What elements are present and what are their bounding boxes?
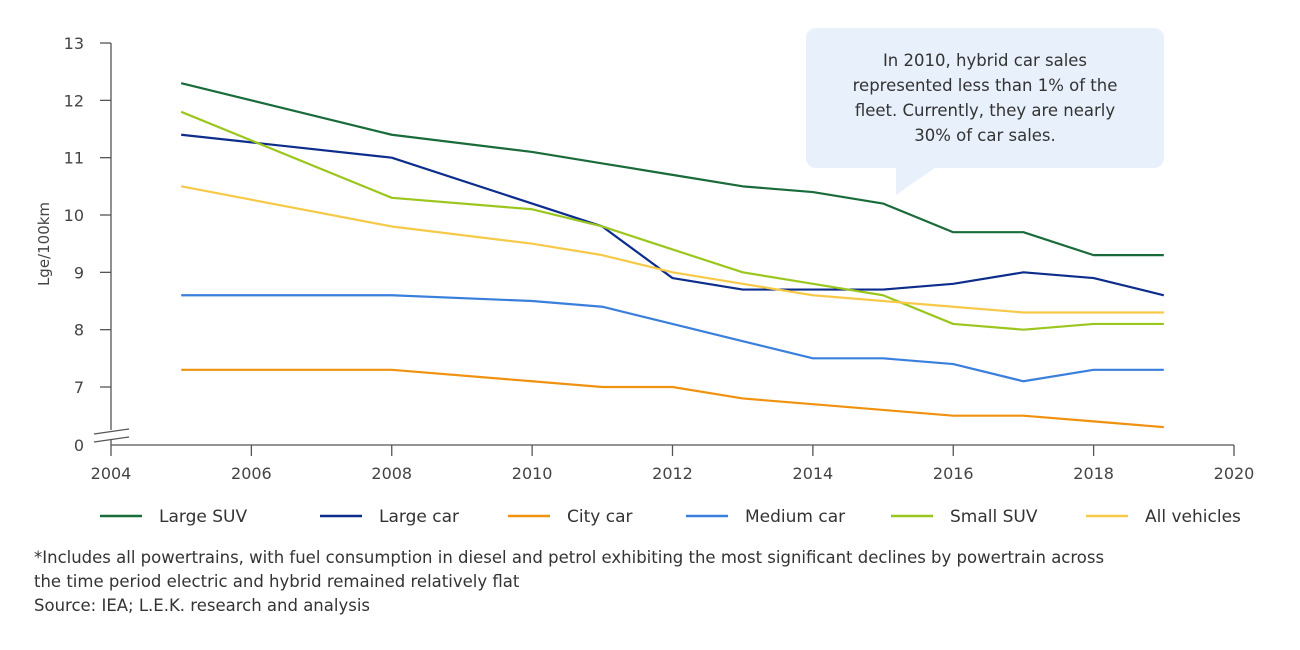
x-tick-label: 2018 [1073,464,1114,483]
legend: Large SUV Large car City car Medium car Smal… [100,507,1241,527]
series-lines [180,82,1165,429]
x-tick-label: 2008 [371,464,412,483]
axis-break-mark [93,436,130,443]
y-axis-label: Lge/100km [35,202,53,286]
x-tick-label: 2010 [512,464,553,483]
x-tick-label: 2006 [231,464,272,483]
y-tick-label: 8 [74,321,84,340]
annotation-line: In 2010, hybrid car sales [882,51,1088,70]
legend-label: All vehicles [1145,507,1241,527]
x-tick-label: 2016 [933,464,974,483]
x-tick-label: 2020 [1214,464,1255,483]
series-line-all-vehicles [180,185,1164,314]
y-tick-label: 10 [64,206,84,225]
series-line-city-car [181,368,1164,429]
legend-label: Small SUV [950,507,1038,527]
line-chart: 0 7 8 9 10 11 12 13 2004 2006 2008 2010 2012 2014 2016… [35,34,1254,527]
annotation-line: fleet. Currently, they are nearly [854,101,1116,120]
annotation-callout: In 2010, hybrid car sales represented le… [806,28,1164,168]
footnote-line: the time period electric and hybrid rema… [34,572,520,591]
annotation-line: 30% of car sales. [914,126,1056,145]
axes: 0 7 8 9 10 11 12 13 2004 2006 2008 2010 2012 2014 2016… [35,34,1254,483]
y-tick-label: 0 [74,436,84,455]
legend-label: City car [567,507,632,527]
axis-break-mark [93,428,130,435]
y-tick-label: 11 [64,149,84,168]
x-tick-label: 2004 [91,464,132,483]
source-note: Source: IEA; L.E.K. research and analysi… [34,596,370,615]
footnote: *Includes all powertrains, with fuel con… [34,546,1284,618]
series-line-small-suv [180,110,1164,331]
annotation-line: represented less than 1% of the [852,76,1118,95]
x-tick-label: 2012 [652,464,693,483]
callout-pointer [896,167,936,195]
x-tick-label: 2014 [793,464,834,483]
series-line-large-suv [180,82,1164,257]
y-tick-label: 13 [64,34,84,53]
legend-label: Medium car [745,507,845,527]
footnote-line: *Includes all powertrains, with fuel con… [34,548,1105,567]
y-tick-label: 12 [64,91,84,110]
legend-label: Large SUV [159,507,247,527]
y-tick-label: 7 [74,378,84,397]
y-tick-label: 9 [74,263,84,282]
series-line-medium-car [181,294,1164,383]
legend-label: Large car [379,507,459,527]
